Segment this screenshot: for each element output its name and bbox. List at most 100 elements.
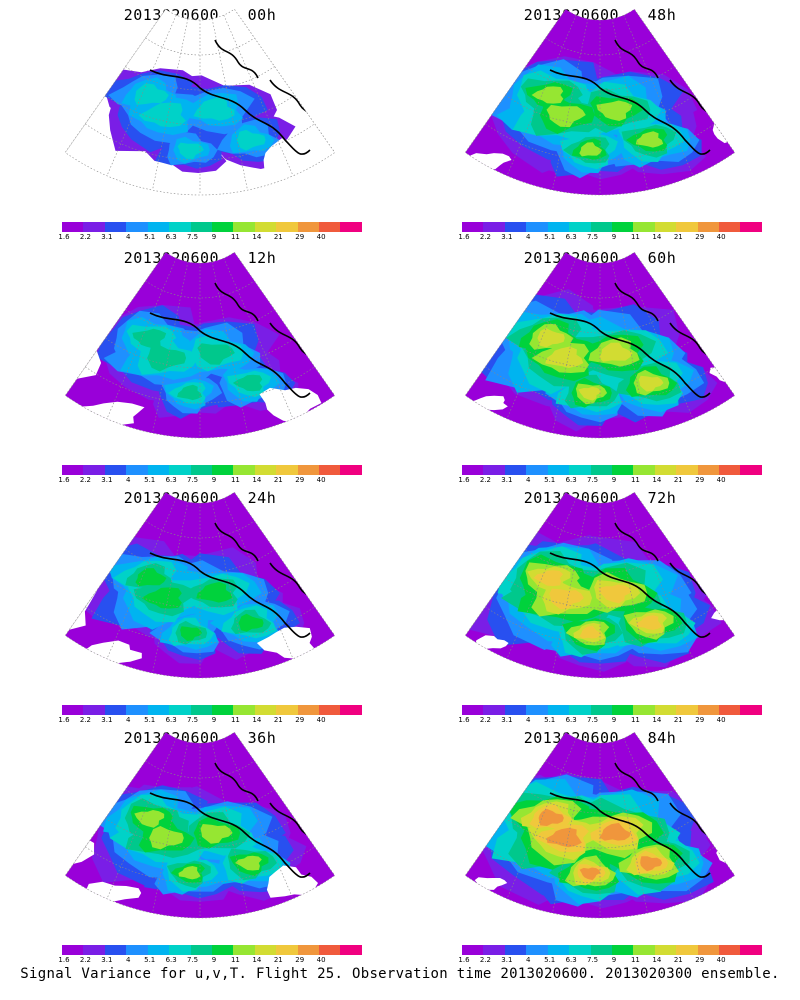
colorbar-label: 6.3: [565, 476, 577, 484]
projection-map: [464, 8, 736, 196]
colorbar-label: 6.3: [165, 476, 177, 484]
colorbar-label: 5.1: [144, 233, 156, 241]
meridian-line: [506, 497, 577, 659]
colorbar-swatch: [504, 705, 527, 715]
colorbar-label: 2.2: [79, 716, 91, 724]
variance-contour: [147, 345, 187, 372]
colorbar-swatch: [590, 465, 612, 475]
colorbar-label: 7.5: [586, 956, 599, 964]
colorbar-label: 7.5: [586, 233, 599, 241]
colorbar-swatch: [233, 945, 255, 955]
colorbar-label: 40: [716, 233, 726, 241]
meridian-line: [65, 732, 166, 876]
colorbar-label: 6.3: [165, 956, 177, 964]
meridian-line: [152, 261, 189, 434]
below-threshold-area: [424, 830, 459, 854]
colorbar-label: 1.6: [458, 476, 470, 484]
meridian-line: [623, 14, 694, 176]
colorbar-swatch: [483, 465, 505, 475]
colorbar-swatch: [126, 465, 148, 475]
below-threshold-area: [417, 591, 459, 615]
colorbar-swatch: [297, 222, 320, 232]
colorbar-label: 4: [126, 233, 131, 241]
meridian-line: [106, 14, 177, 176]
colorbar-label: 2.2: [479, 233, 491, 241]
parallel-line: [545, 280, 655, 299]
parallel-line: [145, 760, 255, 779]
colorbar-label: 9: [211, 956, 217, 964]
colorbar-swatch: [233, 465, 255, 475]
meridian-line: [152, 18, 189, 191]
colorbar-label: 5.1: [544, 476, 556, 484]
colorbar-swatch: [62, 945, 84, 955]
colorbar-label: 3.1: [501, 956, 513, 964]
colorbar-swatch: [654, 465, 677, 475]
figure-caption: Signal Variance for u,v,T. Flight 25. Ob…: [20, 966, 780, 982]
variance-contour: [236, 129, 266, 151]
variance-contour: [238, 613, 264, 632]
variance-contour: [180, 626, 202, 641]
projection-map: [417, 491, 736, 679]
meridian-line: [623, 257, 694, 419]
projection-map: [64, 731, 336, 919]
colorbar-swatch: [169, 465, 191, 475]
colorbar-label: 11: [630, 716, 640, 724]
colorbar-swatch: [83, 705, 105, 715]
colorbar-label: 1.6: [58, 476, 70, 484]
colorbar-swatch: [633, 465, 655, 475]
variance-contour: [141, 587, 182, 609]
colorbar-labels: 1.6 2.2 3.1 4 5.1 6.3 7.5 9 11 14 21 29 40: [58, 232, 362, 242]
colorbar-swatch: [719, 705, 741, 715]
colorbar-swatch: [526, 222, 548, 232]
colorbar-label: 14: [652, 476, 662, 484]
colorbar-swatch: [697, 465, 720, 475]
projection-map: [64, 251, 336, 439]
colorbar-swatch: [147, 222, 170, 232]
colorbar-swatch: [697, 705, 720, 715]
colorbar-swatch: [297, 465, 320, 475]
meridian-line: [106, 257, 177, 419]
colorbar-swatch: [676, 705, 698, 715]
colorbar-swatch: [504, 945, 527, 955]
variance-contour: [599, 342, 633, 362]
colorbar-label: 40: [316, 476, 326, 484]
colorbar-swatch: [104, 222, 127, 232]
colorbar-swatch: [319, 222, 341, 232]
colorbar-label: 6.3: [165, 716, 177, 724]
colorbar-swatch: [126, 222, 148, 232]
colorbar-label: 29: [695, 233, 705, 241]
colorbar-label: 7.5: [186, 476, 199, 484]
variance-contour: [533, 570, 564, 587]
colorbar-label: 11: [230, 716, 240, 724]
map-panel: 2013020600 + 48h 1.6 2.2 3.1 4 5.1 6.3 7.5 9 11 14…: [400, 0, 800, 241]
colorbar-swatch: [254, 222, 277, 232]
colorbar-swatch: [569, 465, 591, 475]
map-panel: 2013020600 + 12h 1.6 2.2 3.1 4 5.1 6.3 7.5 9 11 14…: [0, 243, 400, 484]
colorbar-swatch: [169, 945, 191, 955]
colorbar-label: 3.1: [101, 716, 113, 724]
colorbar-label: 4: [526, 476, 531, 484]
below-threshold-area: [418, 352, 462, 379]
variance-contour: [193, 96, 235, 121]
map-boundary: [464, 731, 736, 919]
colorbar-label: 40: [316, 956, 326, 964]
colorbar-label: 4: [526, 716, 531, 724]
colorbar-label: 9: [211, 716, 217, 724]
colorbar-label: 1.6: [58, 716, 70, 724]
colorbar-swatch: [126, 945, 148, 955]
colorbar-swatch: [319, 945, 341, 955]
colorbar-label: 5.1: [144, 716, 156, 724]
map-boundary: [64, 491, 336, 679]
colorbar-swatches: [62, 945, 362, 955]
projection-map: [64, 8, 336, 196]
colorbar-swatch: [740, 222, 762, 232]
variance-contour: [579, 625, 601, 639]
colorbar-label: 29: [295, 233, 305, 241]
colorbar-label: 7.5: [186, 233, 199, 241]
colorbar-swatch: [719, 945, 741, 955]
variance-contour: [134, 810, 165, 828]
colorbar-labels: 1.6 2.2 3.1 4 5.1 6.3 7.5 9 11 14 21 29 40: [458, 715, 762, 725]
colorbar-label: 14: [252, 233, 262, 241]
colorbar-label: 14: [652, 233, 662, 241]
meridian-line: [552, 741, 589, 914]
